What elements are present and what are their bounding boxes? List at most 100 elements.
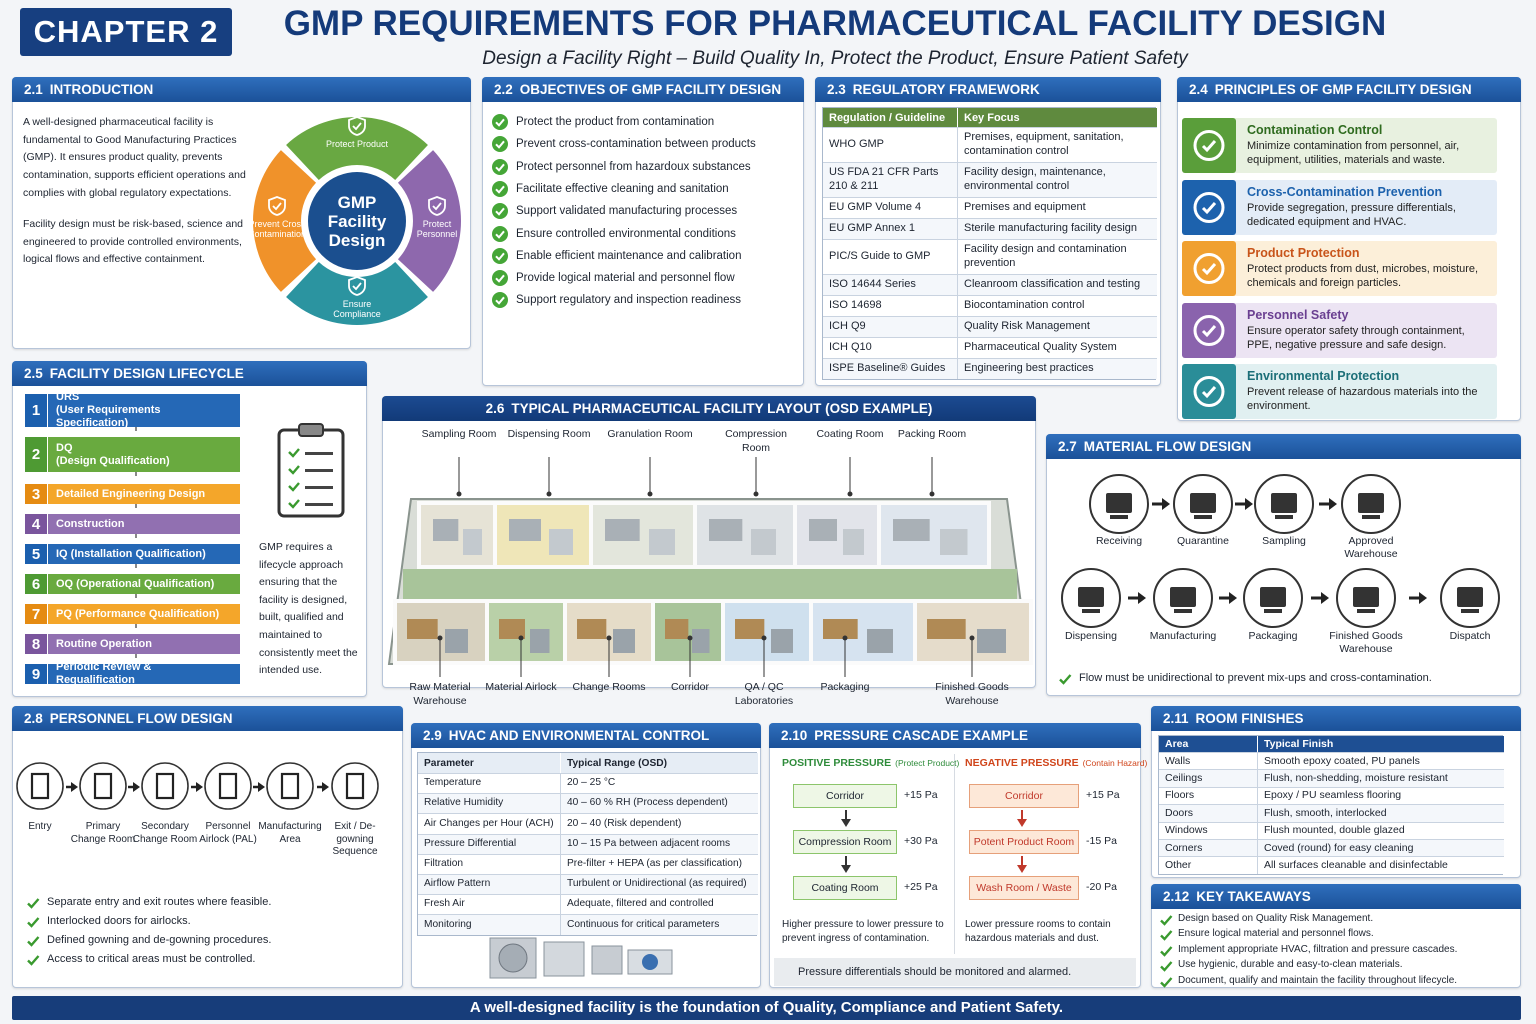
- flow-step-label: Quarantine: [1177, 535, 1229, 547]
- panel-header: 2.8 PERSONNEL FLOW DESIGN: [12, 706, 403, 731]
- decoration: [1082, 609, 1100, 613]
- personnel-step-icon: [16, 762, 64, 810]
- label-pointer: [847, 457, 853, 497]
- step-body: Detailed Engineering Design: [48, 484, 240, 504]
- principle-card: Contamination Control Minimize contaminat…: [1182, 118, 1497, 173]
- check-icon: [492, 136, 508, 153]
- decoration: [305, 452, 333, 455]
- decoration: [485, 599, 567, 665]
- decoration: [305, 486, 333, 489]
- table-cell: Biocontamination control: [957, 295, 1157, 316]
- principle-title: Contamination Control: [1247, 123, 1383, 137]
- room-box: Wash Room / Waste: [969, 876, 1079, 900]
- step-title: PQ (Performance Qualification): [56, 607, 220, 620]
- flow-arrow: [1318, 498, 1337, 510]
- label-pointer: [969, 635, 975, 677]
- step-subtitle: (Design Qualification): [56, 454, 170, 467]
- table-cell: EU GMP Annex 1: [823, 218, 957, 239]
- flow-step-icon: [1336, 568, 1396, 628]
- decoration: [1457, 587, 1483, 607]
- personnel-step-icon: [331, 762, 379, 810]
- section-title: FACILITY DESIGN LIFECYCLE: [49, 366, 244, 381]
- principle-title: Product Protection: [1247, 246, 1360, 260]
- flow-step-label: Dispatch: [1449, 630, 1491, 642]
- flow-note: Flow must be unidirectional to prevent m…: [1079, 672, 1432, 684]
- decoration: [495, 140, 505, 150]
- check-icon: [492, 203, 508, 220]
- decoration: [492, 158, 508, 175]
- decoration: [79, 762, 127, 810]
- step-body: Construction: [48, 514, 240, 534]
- decoration: [1357, 609, 1375, 613]
- decoration: [1244, 498, 1253, 510]
- decoration: [1059, 674, 1072, 685]
- check-icon: [492, 292, 508, 309]
- decoration: [549, 529, 573, 555]
- decoration: [298, 423, 324, 437]
- decoration: [1106, 493, 1132, 513]
- flow-arrow: [1128, 592, 1146, 604]
- decoration: [665, 619, 689, 639]
- section-number: 2.6: [485, 401, 505, 416]
- decoration: [753, 491, 759, 497]
- decoration: [27, 955, 40, 966]
- principle-icon: [1182, 241, 1236, 296]
- objective-item: Protect the product from contamination: [516, 116, 715, 128]
- table-cell: Facility design, maintenance, environmen…: [957, 162, 1157, 197]
- section-number: 2.10: [781, 728, 808, 743]
- cascade-arrow: [1017, 810, 1027, 827]
- decoration: [266, 762, 314, 810]
- decoration: [133, 782, 140, 792]
- decoration: [495, 163, 505, 172]
- decoration: [1138, 592, 1146, 604]
- room-pressure: -20 Pa: [1086, 881, 1117, 893]
- cascade-arrow: [841, 856, 851, 873]
- panel: 2.10 PRESSURE CASCADE EXAMPLE POSITIVE PRE…: [769, 723, 1147, 988]
- flow-step-label: Manufacturing: [1149, 630, 1217, 642]
- segment-icon: [348, 116, 366, 136]
- decoration: [1320, 592, 1329, 604]
- step-title: Periodic Review & Requalification: [56, 661, 152, 686]
- personnel-step-label: Primary Change Room: [70, 821, 136, 845]
- decoration: [809, 519, 837, 541]
- panel-header: 2.11 ROOM FINISHES: [1151, 706, 1521, 731]
- table-header-cell: Parameter: [418, 753, 560, 773]
- room-label: Coating Room: [816, 428, 884, 440]
- decoration: [492, 180, 508, 197]
- step-arrow: [135, 594, 137, 598]
- personnel-step-label: Exit / De-gowning Sequence: [332, 821, 378, 857]
- label-pointer: [753, 457, 759, 497]
- table-cell: Adequate, filtered and controlled: [560, 894, 758, 915]
- principle-description: Minimize contamination from personnel, a…: [1247, 140, 1460, 166]
- step-body: OQ (Operational Qualification): [48, 574, 240, 594]
- decoration: [1174, 609, 1192, 613]
- personnel-step-icon: [204, 762, 252, 810]
- step-title: URS: [56, 391, 80, 403]
- decoration: [692, 629, 710, 653]
- flow-step-icon: [1440, 568, 1500, 628]
- objective-item: Enable efficient maintenance and calibra…: [516, 249, 742, 262]
- panel-header: 2.12 KEY TAKEAWAYS: [1151, 884, 1521, 909]
- table-cell: ISO 14698: [823, 295, 957, 316]
- pressure-footer-note: Pressure differentials should be monitor…: [774, 958, 1136, 986]
- step-body: PQ (Performance Qualification): [48, 604, 240, 624]
- room-pressure: +15 Pa: [1086, 789, 1120, 801]
- table-header-cell: Area: [1159, 736, 1257, 752]
- table-cell: Facility design and contamination preven…: [957, 239, 1157, 274]
- flow-step-icon: [1254, 474, 1314, 534]
- table-cell: PIC/S Guide to GMP: [823, 239, 957, 274]
- personnel-bullet: Interlocked doors for airlocks.: [47, 915, 191, 927]
- decoration: [771, 629, 793, 653]
- check-icon: [492, 247, 508, 264]
- flow-arrow: [190, 782, 203, 792]
- principle-icon: [1182, 179, 1236, 235]
- decoration: [1193, 314, 1225, 346]
- room-label: Finished Goods Warehouse: [935, 681, 1009, 707]
- decoration: [893, 519, 930, 541]
- objective-item: Provide logical material and personnel f…: [516, 272, 735, 285]
- decoration: [492, 136, 508, 153]
- step-number: 8: [25, 634, 47, 654]
- page-subtitle: Design a Facility Right – Build Quality …: [482, 48, 1188, 69]
- section-title: PRESSURE CASCADE EXAMPLE: [814, 728, 1029, 743]
- decoration: [495, 252, 505, 261]
